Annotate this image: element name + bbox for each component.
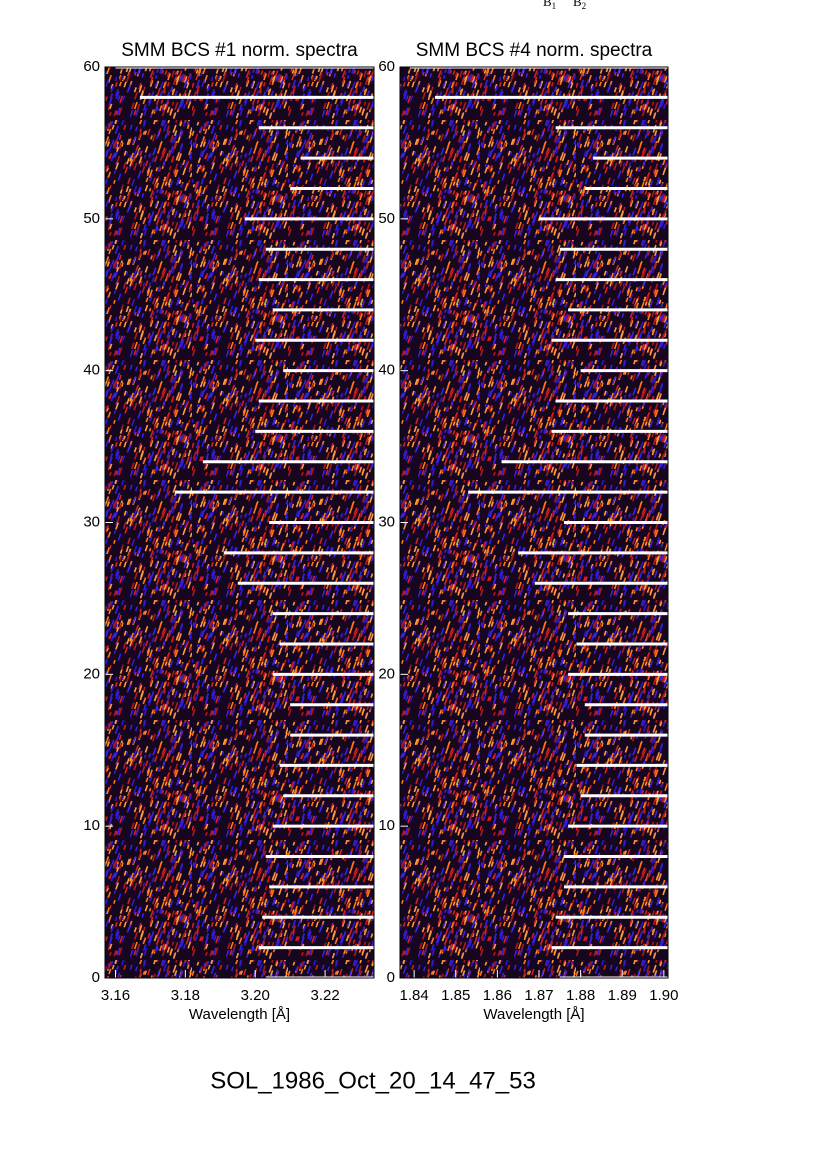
x-axis-label: Wavelength [Å] (189, 1006, 290, 1023)
b-label: B2 (573, 0, 586, 11)
x-axis-label: Wavelength [Å] (483, 1006, 584, 1023)
x-tick-label: 1.88 (566, 987, 595, 1004)
x-tick-label: 1.89 (608, 987, 637, 1004)
x-tick-label: 3.16 (101, 987, 130, 1004)
y-tick-label: 10 (83, 817, 100, 834)
y-tick-label: 30 (83, 513, 100, 530)
panel-title: SMM BCS #4 norm. spectra (416, 40, 653, 61)
x-tick-label: 3.18 (171, 987, 200, 1004)
panel-title: SMM BCS #1 norm. spectra (121, 40, 358, 61)
footer: SOL_1986_Oct_20_14_47_53 (210, 1067, 536, 1094)
y-tick-label: 50 (378, 210, 395, 227)
y-tick-label: 30 (378, 513, 395, 530)
x-tick-label: 1.87 (524, 987, 553, 1004)
b-base: B (543, 0, 552, 9)
plot-frame (104, 66, 375, 979)
y-tick-label: 40 (378, 362, 395, 379)
y-tick-label: 60 (83, 58, 100, 75)
y-tick-label: 0 (92, 969, 100, 986)
y-tick-label: 20 (378, 665, 395, 682)
plot-frame (399, 66, 669, 979)
b-base: B (573, 0, 582, 9)
x-tick-label: 3.20 (241, 987, 270, 1004)
b-sub: 1 (552, 1, 557, 11)
b-label: B1 (543, 0, 556, 11)
y-tick-label: 40 (83, 362, 100, 379)
y-tick-label: 20 (83, 665, 100, 682)
x-tick-label: 1.85 (441, 987, 470, 1004)
x-tick-label: 1.84 (400, 987, 429, 1004)
x-tick-label: 1.86 (483, 987, 512, 1004)
y-tick-label: 50 (83, 210, 100, 227)
y-tick-label: 10 (378, 817, 395, 834)
x-tick-label: 3.22 (310, 987, 339, 1004)
y-tick-label: 60 (378, 58, 395, 75)
y-tick-label: 0 (387, 969, 395, 986)
x-tick-label: 1.90 (649, 987, 678, 1004)
b-sub: 2 (582, 1, 587, 11)
